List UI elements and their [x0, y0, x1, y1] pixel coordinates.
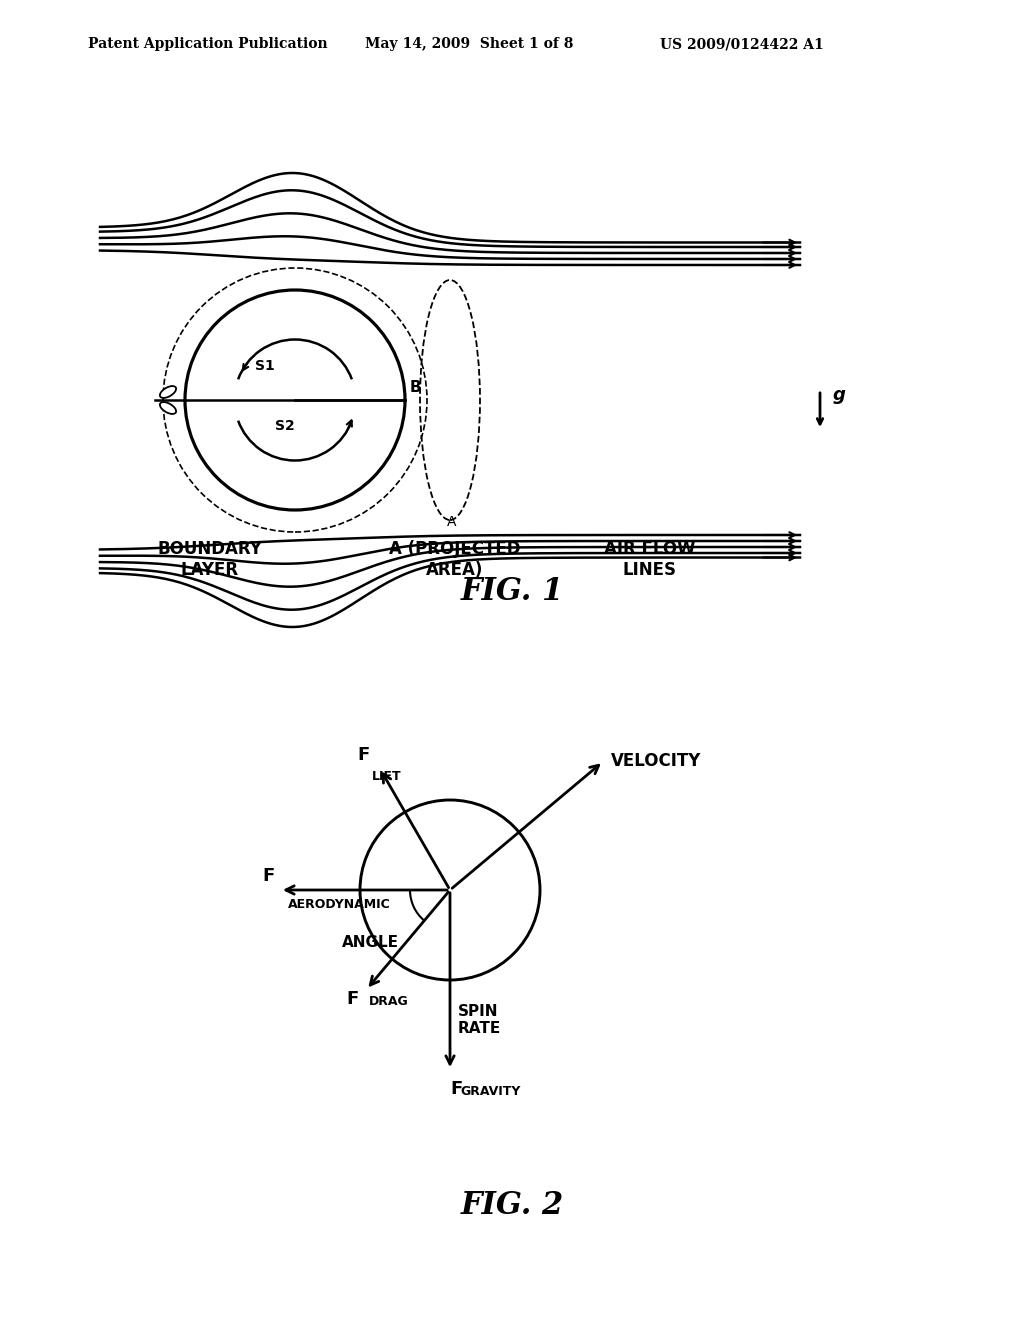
- Text: LIFT: LIFT: [372, 770, 401, 783]
- Ellipse shape: [160, 385, 176, 397]
- Ellipse shape: [160, 403, 176, 414]
- Text: FIG. 2: FIG. 2: [461, 1189, 563, 1221]
- Text: F: F: [346, 990, 358, 1007]
- Text: F: F: [263, 867, 275, 884]
- Text: A (PROJECTED
AREA): A (PROJECTED AREA): [389, 540, 521, 578]
- Text: SPIN
RATE: SPIN RATE: [458, 1003, 502, 1036]
- Text: g: g: [833, 385, 846, 404]
- Text: VELOCITY: VELOCITY: [611, 752, 701, 771]
- Text: F: F: [357, 746, 370, 764]
- Text: AIR FLOW
LINES: AIR FLOW LINES: [604, 540, 695, 578]
- Text: Patent Application Publication: Patent Application Publication: [88, 37, 328, 51]
- Text: GRAVITY: GRAVITY: [460, 1085, 520, 1098]
- Text: FIG. 1: FIG. 1: [461, 577, 563, 607]
- Text: AERODYNAMIC: AERODYNAMIC: [288, 898, 391, 911]
- Text: B: B: [410, 380, 422, 395]
- Text: ANGLE: ANGLE: [341, 935, 398, 950]
- Text: S2: S2: [275, 418, 295, 433]
- Text: A: A: [447, 515, 457, 529]
- Text: S1: S1: [255, 359, 274, 374]
- Text: BOUNDARY
LAYER: BOUNDARY LAYER: [158, 540, 262, 578]
- Text: F: F: [450, 1080, 462, 1098]
- Text: US 2009/0124422 A1: US 2009/0124422 A1: [660, 37, 823, 51]
- Text: DRAG: DRAG: [369, 994, 409, 1007]
- Text: May 14, 2009  Sheet 1 of 8: May 14, 2009 Sheet 1 of 8: [365, 37, 573, 51]
